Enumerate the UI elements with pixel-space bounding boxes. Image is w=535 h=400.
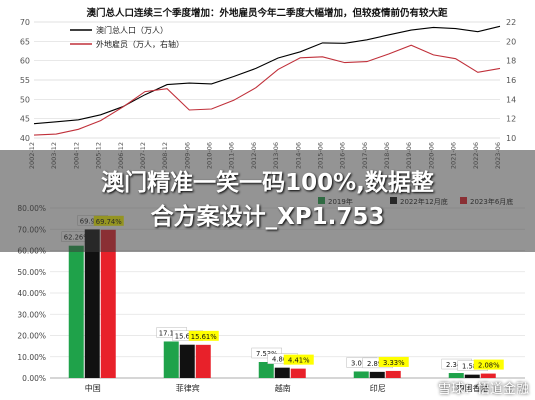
y-tick-label: 40.00% xyxy=(17,289,46,298)
data-label: 17.19% xyxy=(159,329,185,337)
legend-label: 澳门总人口（万人） xyxy=(96,25,168,35)
watermark: 雪球：悟道金融 xyxy=(437,382,529,397)
right-tick-label: 10 xyxy=(506,134,516,143)
left-tick-label: 60 xyxy=(20,57,30,66)
bar xyxy=(163,341,179,378)
category-label: 菲律宾 xyxy=(176,383,200,393)
data-label: 4.86% xyxy=(272,356,294,364)
bar xyxy=(385,370,401,378)
line-chart-title: 澳门总人口连续三个季度增加：外地雇员今年二季度大幅增加，但较疫情前仍有较大距 xyxy=(86,7,448,19)
legend-label: 外地雇员（万人，右轴） xyxy=(96,39,184,49)
left-tick-label: 50 xyxy=(20,95,30,104)
category-label: 中国 xyxy=(85,383,101,393)
data-label: 3.33% xyxy=(383,359,405,367)
y-tick-label: 0.00% xyxy=(22,374,46,383)
data-label: 2.34% xyxy=(446,361,468,369)
bar xyxy=(464,374,480,378)
bar xyxy=(179,344,195,378)
right-tick-label: 18 xyxy=(506,57,516,66)
bar xyxy=(353,371,369,378)
bar xyxy=(290,368,306,378)
bar xyxy=(448,373,464,378)
data-label: 2.08% xyxy=(478,362,500,370)
data-label: 4.41% xyxy=(288,357,310,365)
data-label-highlight xyxy=(188,330,219,341)
right-tick-label: 14 xyxy=(506,95,516,104)
right-tick-label: 22 xyxy=(506,18,516,27)
right-tick-label: 20 xyxy=(506,37,516,46)
bar xyxy=(84,229,100,378)
data-label-highlight xyxy=(378,356,409,367)
right-tick-label: 16 xyxy=(506,76,516,85)
series-line-1 xyxy=(33,25,501,125)
data-label: 15.67% xyxy=(175,333,201,341)
data-label-box xyxy=(251,347,282,359)
bar xyxy=(68,245,84,378)
bar xyxy=(369,371,385,378)
right-tick-label: 12 xyxy=(506,115,516,124)
data-label: 15.61% xyxy=(191,333,217,341)
data-label-highlight xyxy=(283,354,314,365)
data-label: 7.53% xyxy=(256,350,278,358)
left-tick-label: 65 xyxy=(20,37,30,46)
bar xyxy=(480,373,496,378)
category-label: 越南 xyxy=(275,383,291,393)
y-tick-label: 30.00% xyxy=(17,310,46,319)
bar xyxy=(274,367,290,378)
title-overlay: 澳门精准一笑一码100%,数据整 合方案设计_XP1.753 xyxy=(0,150,535,252)
bar xyxy=(100,229,116,378)
bar xyxy=(195,344,211,378)
data-label: 1.58% xyxy=(462,363,484,371)
overlay-title-line-1: 澳门精准一笑一码100%,数据整 xyxy=(101,170,434,196)
category-label: 印尼 xyxy=(370,384,386,393)
overlay-title-line-2: 合方案设计_XP1.753 xyxy=(150,204,385,230)
left-tick-label: 70 xyxy=(20,18,30,27)
data-label: 3.07% xyxy=(351,359,373,367)
category-label: 中国香港 xyxy=(457,383,489,393)
bar xyxy=(258,361,274,378)
left-tick-label: 45 xyxy=(20,115,30,124)
y-tick-label: 20.00% xyxy=(17,332,46,341)
series-line-2 xyxy=(33,44,501,136)
data-label-highlight xyxy=(473,359,504,370)
y-tick-label: 10.00% xyxy=(17,353,46,362)
left-tick-label: 55 xyxy=(20,76,30,85)
y-tick-label: 50.00% xyxy=(17,268,46,277)
data-label: 2.89% xyxy=(367,360,389,368)
left-tick-label: 40 xyxy=(20,134,30,143)
